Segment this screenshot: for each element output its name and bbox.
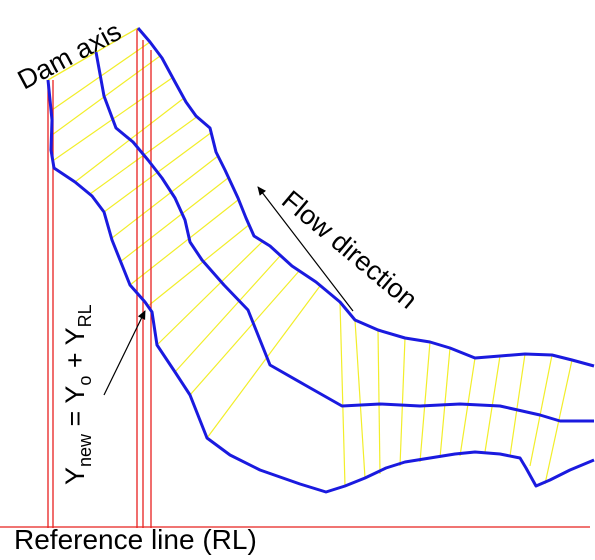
mesh-lines	[51, 41, 573, 487]
dam-axis-label: Dam axis	[13, 16, 126, 95]
centerline	[94, 51, 594, 423]
mesh-cross-section-21	[459, 357, 476, 457]
channel-boundaries	[46, 27, 595, 494]
mesh-cross-section-14	[206, 285, 321, 439]
formula-sub-rl: RL	[75, 304, 95, 327]
mesh-cross-section-10	[147, 223, 251, 307]
mesh-cross-section-11	[156, 241, 263, 346]
mesh-cross-section-18	[399, 337, 406, 467]
flow-arrow	[257, 186, 354, 312]
formula-plus: +	[60, 345, 90, 375]
dam-axis-line	[47, 27, 139, 81]
mesh-cross-section-12	[174, 255, 281, 373]
mesh-cross-section-23	[509, 353, 526, 457]
formula-equals: =	[60, 404, 90, 434]
reference-line-label: Reference line (RL)	[14, 524, 257, 555]
left-bank	[46, 79, 595, 494]
mesh-cross-section-9	[129, 199, 239, 286]
right-bank	[136, 27, 595, 368]
mesh-cross-section-15	[339, 301, 346, 487]
mesh-cross-section-19	[419, 341, 431, 463]
formula-sub-new: new	[75, 433, 95, 467]
elevation-formula: Ynew = Yo + YRL	[60, 304, 95, 485]
mesh-cross-section-7	[111, 155, 219, 239]
mesh-cross-section-20	[439, 347, 451, 459]
formula-sub-o: o	[75, 376, 95, 386]
mesh-cross-section-8	[119, 177, 229, 263]
mesh-cross-section-24	[529, 354, 553, 467]
flow-direction-label: Flow direction	[276, 185, 423, 315]
formula-y-new: Y	[60, 467, 90, 485]
formula-pointer-arrow	[103, 310, 146, 396]
mesh-cross-section-17	[377, 329, 381, 475]
formula-y-rl: Y	[60, 327, 90, 345]
mesh-cross-section-16	[354, 319, 366, 479]
mesh-cross-section-13	[189, 269, 301, 396]
mesh-cross-section-22	[484, 355, 501, 453]
mesh-cross-section-2	[51, 55, 161, 136]
formula-y-o: Y	[60, 386, 90, 404]
